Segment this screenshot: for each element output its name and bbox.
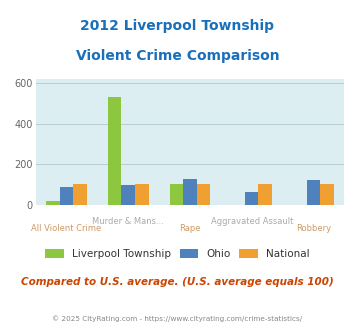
Bar: [60, 187, 73, 205]
Text: © 2025 CityRating.com - https://www.cityrating.com/crime-statistics/: © 2025 CityRating.com - https://www.city…: [53, 315, 302, 322]
Bar: [245, 192, 258, 205]
Text: Violent Crime Comparison: Violent Crime Comparison: [76, 49, 279, 63]
Text: Aggravated Assault: Aggravated Assault: [211, 217, 293, 226]
Text: Rape: Rape: [179, 224, 201, 233]
Text: 2012 Liverpool Township: 2012 Liverpool Township: [81, 19, 274, 33]
Text: Robbery: Robbery: [296, 224, 331, 233]
Bar: [46, 201, 60, 205]
Bar: [170, 184, 183, 205]
Bar: [121, 185, 135, 205]
Bar: [197, 184, 210, 205]
Bar: [135, 184, 148, 205]
Bar: [258, 184, 272, 205]
Bar: [307, 180, 320, 205]
Text: Murder & Mans...: Murder & Mans...: [92, 217, 164, 226]
Bar: [183, 179, 197, 205]
Bar: [73, 184, 87, 205]
Text: Compared to U.S. average. (U.S. average equals 100): Compared to U.S. average. (U.S. average …: [21, 277, 334, 287]
Bar: [108, 97, 121, 205]
Text: All Violent Crime: All Violent Crime: [31, 224, 102, 233]
Bar: [320, 184, 334, 205]
Legend: Liverpool Township, Ohio, National: Liverpool Township, Ohio, National: [45, 249, 310, 259]
